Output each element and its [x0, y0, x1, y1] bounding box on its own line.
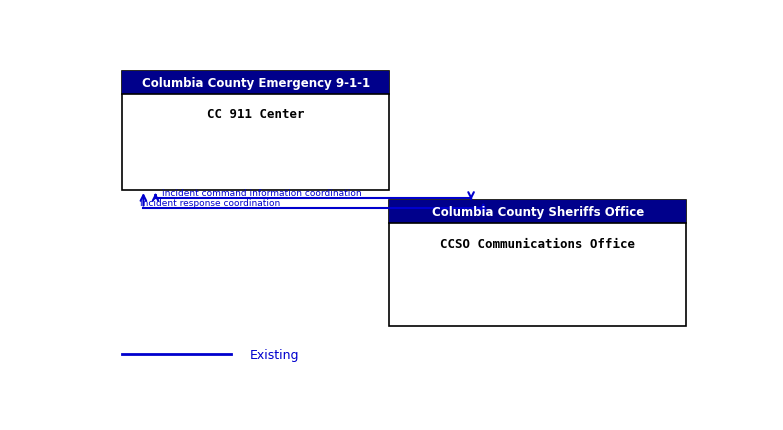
Bar	[122, 71, 389, 95]
Text: CCSO Communications Office: CCSO Communications Office	[440, 237, 635, 250]
Text: Existing: Existing	[250, 348, 299, 361]
Text: incident command information coordination: incident command information coordinatio…	[161, 188, 361, 197]
Text: incident response coordination: incident response coordination	[140, 198, 280, 207]
Bar	[122, 71, 389, 190]
Text: Columbia County Emergency 9-1-1: Columbia County Emergency 9-1-1	[142, 77, 370, 89]
Bar	[389, 200, 687, 326]
Text: CC 911 Center: CC 911 Center	[207, 108, 305, 121]
Text: Columbia County Sheriffs Office: Columbia County Sheriffs Office	[431, 206, 644, 219]
Bar	[389, 200, 687, 224]
